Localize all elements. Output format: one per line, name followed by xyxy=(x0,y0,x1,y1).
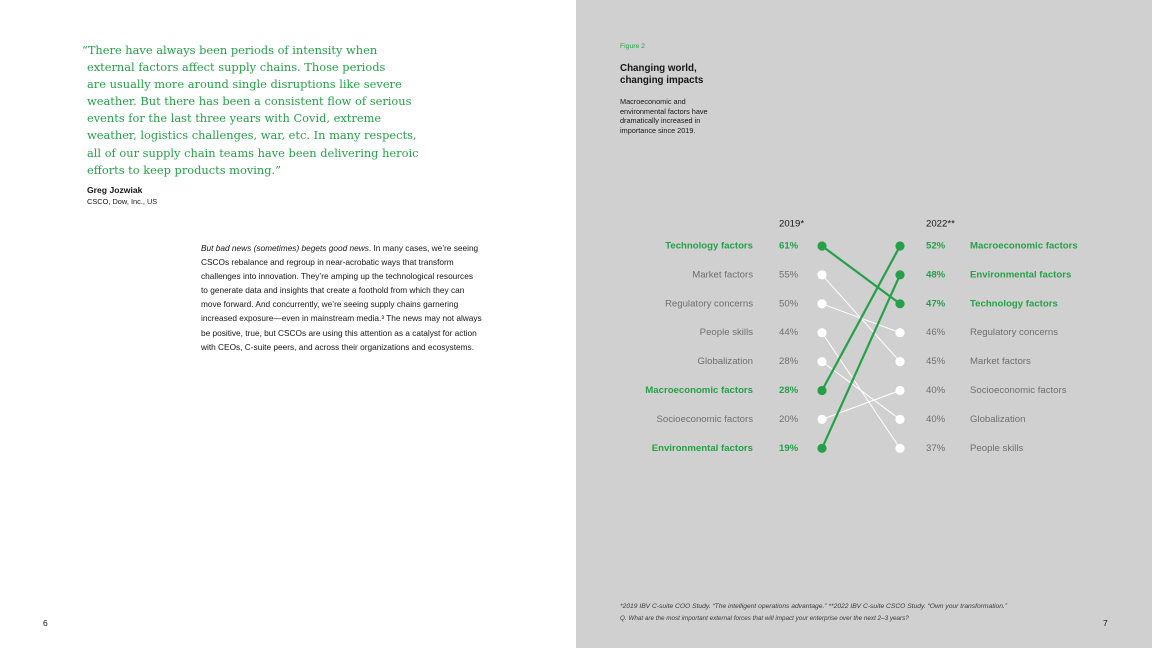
connector-line xyxy=(821,245,901,305)
right-factor-label: Globalization xyxy=(970,414,1025,425)
body-lead-rest: . In many cases, we’re seeing xyxy=(368,243,479,253)
quote-line: “There have always been periods of inten… xyxy=(82,43,378,57)
left-dot xyxy=(817,270,827,280)
left-dot xyxy=(817,241,827,251)
page-number-left: 6 xyxy=(43,618,48,628)
right-factor-value: 37% xyxy=(926,443,946,454)
slope-chart: 2019* 2022** Technology factors 61% Market f… xyxy=(645,219,1078,454)
left-dot xyxy=(817,299,827,309)
right-factor-label: Market factors xyxy=(970,356,1031,367)
right-factor-value: 52% xyxy=(926,241,946,252)
connector-line xyxy=(820,274,902,449)
body-line: But bad news (sometimes) begets good new… xyxy=(201,241,511,255)
left-factor-label: Technology factors xyxy=(665,241,753,252)
right-factor-label: Socioeconomic factors xyxy=(970,385,1067,396)
connector-line xyxy=(821,390,901,420)
right-factor-value: 46% xyxy=(926,327,946,338)
left-factor-label: Macroeconomic factors xyxy=(645,385,753,396)
right-dot xyxy=(895,328,905,338)
right-factor-label: People skills xyxy=(970,443,1024,454)
figure-title-line: Changing world, xyxy=(620,63,697,74)
figure-title-line: changing impacts xyxy=(620,75,704,86)
quote-line: external factors affect supply chains. T… xyxy=(87,60,386,75)
right-factor-value: 48% xyxy=(926,269,946,280)
body-line: increased exposure—even in mainstream me… xyxy=(201,313,482,324)
left-dot xyxy=(817,414,827,424)
right-factor-label: Environmental factors xyxy=(970,269,1071,280)
right-dot xyxy=(895,357,905,367)
figure-description-line: importance since 2019. xyxy=(620,125,696,135)
right-factor-value: 40% xyxy=(926,385,946,396)
right-page xyxy=(576,0,1152,648)
quote-line: efforts to keep products moving.” xyxy=(87,162,281,177)
body-lead-italic: But bad news (sometimes) begets good new… xyxy=(201,243,369,253)
right-factor-label: Technology factors xyxy=(970,298,1058,309)
body-line: with CEOs, C-suite peers, and across the… xyxy=(201,341,474,352)
right-dot xyxy=(895,385,905,396)
figure-description-line: environmental factors have xyxy=(620,106,708,116)
highlight-lines xyxy=(820,245,902,449)
quote-line: all of our supply chain teams have been … xyxy=(87,145,419,160)
left-factor-value: 55% xyxy=(779,269,799,280)
figure-description-line: Macroeconomic and xyxy=(620,97,686,106)
right-factor-label: Regulatory concerns xyxy=(970,327,1058,338)
left-factor-value: 20% xyxy=(779,414,799,425)
body-line: to generate data and insights that creat… xyxy=(201,285,465,296)
left-factor-value: 28% xyxy=(779,356,799,367)
left-factor-value: 61% xyxy=(779,241,799,252)
right-year-header: 2022** xyxy=(926,219,955,230)
left-dot xyxy=(817,328,827,338)
left-factor-value: 28% xyxy=(779,385,799,396)
right-factor-value: 40% xyxy=(926,414,946,425)
right-dot xyxy=(895,299,905,309)
pull-quote: “There have always been periods of inten… xyxy=(82,42,432,179)
left-factor-label: Globalization xyxy=(698,356,753,367)
left-factor-label: Socioeconomic factors xyxy=(656,414,753,425)
right-factor-label: Macroeconomic factors xyxy=(970,241,1078,252)
quote-line: are usually more around single disruptio… xyxy=(87,77,402,92)
left-factor-value: 19% xyxy=(779,443,799,454)
left-factor-label: People skills xyxy=(700,327,754,338)
quote-line: events for the last three years with Cov… xyxy=(87,111,382,126)
left-factor-label: Market factors xyxy=(692,269,753,280)
left-factor-value: 50% xyxy=(779,298,799,309)
left-factor-value: 44% xyxy=(779,327,799,338)
figure-label: Figure 2 xyxy=(620,43,645,50)
left-page xyxy=(0,0,576,648)
figure-description-line: dramatically increased in xyxy=(620,116,701,125)
page-number-right: 7 xyxy=(1103,618,1108,628)
left-year-header: 2019* xyxy=(779,219,804,230)
quote-author-name: Greg Jozwiak xyxy=(87,185,143,195)
body-line: move forward. And concurrently, we’re se… xyxy=(201,299,459,310)
left-dot xyxy=(817,443,827,453)
connector-line xyxy=(821,361,901,420)
figure-title: Changing world, changing impacts xyxy=(620,63,780,87)
right-dot xyxy=(895,414,905,424)
right-dot xyxy=(895,443,905,453)
body-line: challenges into innovation. They’re ampi… xyxy=(201,271,473,282)
body-line: CSCOs rebalance and regroup in near-acro… xyxy=(201,257,454,268)
survey-question: Q. What are the most important external … xyxy=(620,615,909,622)
right-factor-value: 45% xyxy=(926,356,946,367)
left-dot xyxy=(817,385,827,396)
figure-description: Macroeconomic and environmental factors … xyxy=(620,97,780,135)
right-factor-value: 47% xyxy=(926,298,946,309)
left-factor-label: Regulatory concerns xyxy=(665,298,753,309)
quote-line: weather. But there has been a consistent… xyxy=(87,94,412,109)
right-dot xyxy=(895,241,905,251)
left-factor-label: Environmental factors xyxy=(652,443,753,454)
figure-footnote: *2019 IBV C-suite COO Study. “The intell… xyxy=(620,603,1008,610)
body-paragraph: But bad news (sometimes) begets good new… xyxy=(201,241,511,354)
left-dot xyxy=(817,357,827,367)
body-line: be positive, true, but CSCOs are using t… xyxy=(201,327,477,338)
quote-author-role: CSCO, Dow, Inc., US xyxy=(87,197,158,206)
quote-line: weather, logistics challenges, war, etc.… xyxy=(87,128,417,143)
right-dot xyxy=(895,270,905,280)
connector-line xyxy=(821,245,901,392)
